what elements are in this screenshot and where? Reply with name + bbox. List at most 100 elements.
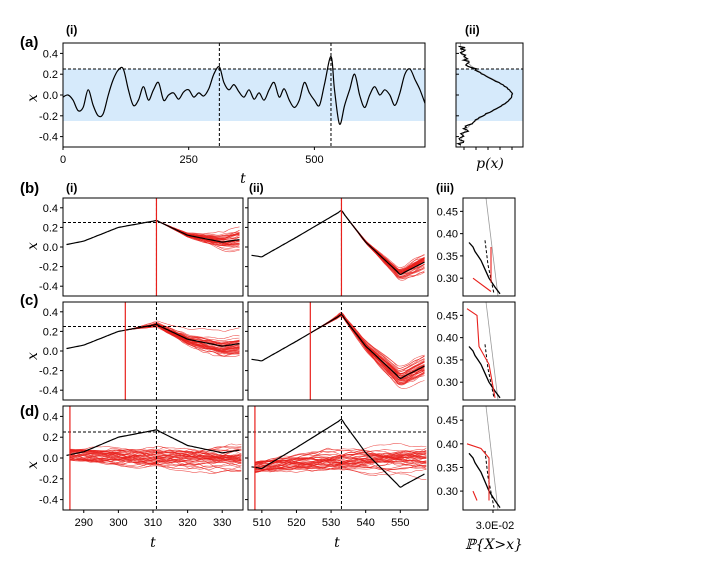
plot-area bbox=[248, 406, 428, 510]
ensemble-trajectory bbox=[254, 456, 427, 473]
true-trajectory bbox=[66, 323, 240, 350]
ylabel-b: x bbox=[25, 242, 41, 250]
label-b: (b) bbox=[20, 180, 39, 197]
panel-c-iii: 0.30 0.35 0.40 0.45 bbox=[437, 301, 516, 401]
ytick-label: -0.4 bbox=[39, 385, 58, 397]
ytick-label: 0.35 bbox=[437, 355, 458, 367]
ensemble-trajectory bbox=[69, 452, 242, 464]
xtick-label: 550 bbox=[391, 517, 409, 529]
ytick-label: 0.45 bbox=[437, 415, 458, 427]
ytick-label: 0.0 bbox=[43, 453, 58, 465]
ensemble-trajectory bbox=[69, 449, 242, 467]
ytick-label: -0.2 bbox=[39, 111, 58, 123]
true-trajectory bbox=[251, 418, 425, 488]
ensemble-trajectory bbox=[69, 451, 242, 466]
label-a-ii: (ii) bbox=[465, 23, 480, 37]
xlabel-a: t bbox=[240, 171, 246, 187]
quiet-band bbox=[63, 69, 425, 121]
label-a-i: (i) bbox=[66, 23, 77, 37]
xtick-label: 520 bbox=[287, 517, 305, 529]
panel-b-i: -0.4 -0.2 0.0 0.2 0.4 bbox=[39, 197, 244, 297]
ytick-label: 0.4 bbox=[43, 307, 58, 319]
ytick-label: 0.2 bbox=[43, 222, 58, 234]
ytick-label: 0.4 bbox=[43, 203, 58, 215]
plot-area bbox=[63, 302, 243, 400]
label-b-ii: (ii) bbox=[249, 181, 264, 195]
xtick-label: 250 bbox=[180, 154, 198, 166]
xtick-label: 300 bbox=[109, 517, 127, 529]
xtick-label: 320 bbox=[178, 517, 196, 529]
ensemble-trajectory bbox=[254, 443, 427, 465]
ensemble-trajectory bbox=[310, 312, 425, 369]
tail-estimate bbox=[484, 240, 495, 294]
label-a: (a) bbox=[20, 34, 38, 51]
ensemble-trajectory bbox=[254, 452, 427, 466]
ensemble-trajectory bbox=[69, 450, 242, 472]
xtick-label: 500 bbox=[305, 154, 323, 166]
panel-b-iii: 0.30 0.35 0.40 0.45 bbox=[437, 197, 516, 297]
ensemble-trajectory bbox=[69, 450, 242, 469]
ensemble-trajectory bbox=[254, 450, 427, 469]
panel-labels: (a) (i) (ii) (b) (i) (ii) (iii) (c) (d) … bbox=[20, 23, 523, 553]
ensemble-trajectory bbox=[310, 312, 425, 370]
tail-empirical bbox=[468, 346, 501, 399]
axes-frame bbox=[462, 197, 516, 297]
ensemble-trajectory bbox=[69, 450, 242, 466]
ensemble-trajectory bbox=[69, 448, 242, 466]
tail-estimate bbox=[484, 344, 495, 398]
ytick-label: 0.0 bbox=[43, 90, 58, 102]
axes-frame bbox=[462, 301, 516, 401]
panel-c-ii bbox=[245, 301, 429, 401]
ytick-label: -0.4 bbox=[39, 495, 58, 507]
label-b-i: (i) bbox=[66, 181, 77, 195]
ytick-label: -0.4 bbox=[39, 132, 58, 144]
label-d: (d) bbox=[20, 403, 39, 420]
ensemble-trajectory bbox=[69, 445, 242, 460]
panel-d-ii: 510 520 530 540 550 bbox=[245, 405, 429, 529]
ylabel-c: x bbox=[25, 352, 41, 360]
xtick-label: 540 bbox=[357, 517, 375, 529]
ytick-label: 0.30 bbox=[437, 377, 458, 389]
ytick-label: -0.4 bbox=[39, 281, 58, 293]
ytick-label: 0.2 bbox=[43, 326, 58, 338]
plot-area bbox=[63, 406, 243, 510]
tail-ensemble bbox=[472, 247, 492, 292]
panel-d-iii: 0.30 0.35 0.40 0.45 bbox=[437, 405, 516, 513]
ensemble-trajectory bbox=[125, 322, 240, 348]
ytick-label: 0.30 bbox=[437, 486, 458, 498]
ytick-label: -0.2 bbox=[39, 366, 58, 378]
plot-area bbox=[248, 302, 428, 400]
plot-area bbox=[63, 198, 243, 296]
true-trajectory bbox=[251, 210, 425, 276]
label-c: (c) bbox=[20, 292, 38, 309]
panel-a: -0.4 -0.2 0.0 0.2 0.4 0 250 500 bbox=[39, 42, 426, 166]
ytick-label: 0.35 bbox=[437, 251, 458, 263]
label-b-iii: (iii) bbox=[436, 181, 454, 195]
ytick-label: -0.2 bbox=[39, 262, 58, 274]
ytick-label: 0.2 bbox=[43, 432, 58, 444]
xlabel-px: p(x) bbox=[476, 156, 504, 172]
ytick-label: 0.4 bbox=[43, 411, 58, 423]
ensemble-trajectory bbox=[156, 220, 240, 238]
xtick-label: 0 bbox=[60, 154, 66, 166]
quiet-band-pdf bbox=[456, 69, 523, 121]
ensemble-trajectory bbox=[69, 454, 242, 471]
ytick-label: 0.45 bbox=[437, 206, 458, 218]
xlabel-d-ii: t bbox=[334, 535, 340, 551]
panel-b-ii bbox=[245, 197, 429, 297]
xtick-label: 510 bbox=[253, 517, 271, 529]
ensemble-trajectory bbox=[69, 443, 242, 458]
ytick-label: 0.30 bbox=[437, 273, 458, 285]
xlabel-d-i: t bbox=[150, 535, 156, 551]
empirical-pdf bbox=[456, 45, 514, 146]
ytick-label: 0.40 bbox=[437, 439, 458, 451]
xlabel-prob: ℙ{X>x} bbox=[465, 537, 523, 553]
panel-a-ii bbox=[455, 42, 524, 150]
ytick-label: 0.45 bbox=[437, 310, 458, 322]
tail-estimate bbox=[484, 450, 495, 508]
ytick-label: 0.0 bbox=[43, 346, 58, 358]
ytick-label: 0.40 bbox=[437, 333, 458, 345]
ytick-label: 0.40 bbox=[437, 229, 458, 241]
ytick-label: 0.4 bbox=[43, 48, 58, 60]
tail-empirical bbox=[468, 242, 501, 295]
